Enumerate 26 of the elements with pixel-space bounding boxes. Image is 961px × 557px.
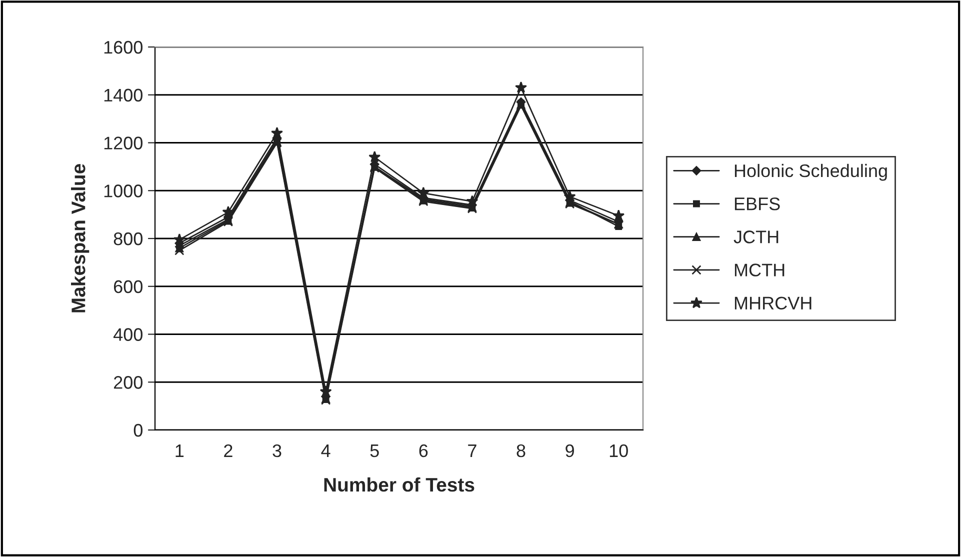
x-tick-label: 9: [566, 444, 574, 458]
y-tick-label: 0: [134, 424, 142, 437]
x-tick-label: 5: [370, 444, 379, 458]
y-tick-label: 1600: [104, 40, 142, 54]
x-tick-label: 10: [610, 444, 628, 458]
x-tick-label: 8: [516, 444, 526, 458]
y-tick-label: 1000: [104, 184, 142, 198]
x-tick-label: 6: [419, 444, 428, 458]
y-tick-label: 600: [114, 280, 142, 294]
legend-label: MHRCVH: [734, 296, 812, 310]
y-tick-label: 800: [114, 232, 142, 246]
legend-label: EBFS: [734, 197, 780, 210]
y-axis-title: Makespan Value: [71, 164, 90, 312]
legend-label: Holonic Scheduling: [734, 164, 887, 181]
x-axis-title: Number of Tests: [324, 477, 474, 492]
y-tick-label: 400: [113, 328, 142, 341]
legend-label: JCTH: [734, 230, 778, 244]
x-tick-label: 1: [176, 444, 184, 457]
y-tick-label: 200: [114, 376, 142, 389]
y-tick-label: 1200: [104, 136, 142, 150]
x-tick-label: 4: [321, 444, 330, 457]
y-tick-label: 1400: [104, 88, 142, 102]
legend-label: MCTH: [734, 264, 784, 276]
x-tick-label: 7: [468, 444, 476, 457]
x-tick-label: 3: [272, 444, 282, 458]
x-tick-label: 2: [224, 444, 232, 457]
